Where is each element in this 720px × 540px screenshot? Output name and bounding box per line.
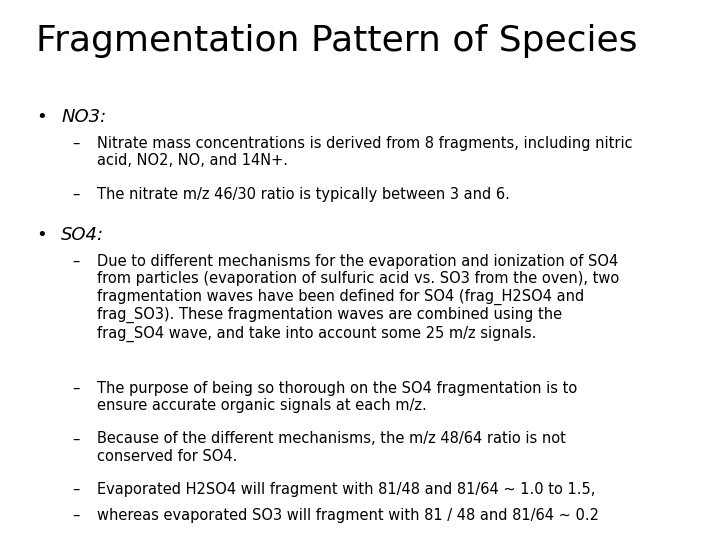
Text: •: • [36,226,47,244]
Text: –: – [72,431,79,447]
Text: Because of the different mechanisms, the m/z 48/64 ratio is not
conserved for SO: Because of the different mechanisms, the… [97,431,566,464]
Text: Fragmentation Pattern of Species: Fragmentation Pattern of Species [36,24,637,58]
Text: –: – [72,482,79,497]
Text: –: – [72,254,79,269]
Text: Due to different mechanisms for the evaporation and ionization of SO4
from parti: Due to different mechanisms for the evap… [97,254,619,342]
Text: –: – [72,136,79,151]
Text: Evaporated H2SO4 will fragment with 81/48 and 81/64 ~ 1.0 to 1.5,: Evaporated H2SO4 will fragment with 81/4… [97,482,595,497]
Text: –: – [72,187,79,202]
Text: –: – [72,381,79,396]
Text: whereas evaporated SO3 will fragment with 81 / 48 and 81/64 ~ 0.2: whereas evaporated SO3 will fragment wit… [97,508,599,523]
Text: The nitrate m/z 46/30 ratio is typically between 3 and 6.: The nitrate m/z 46/30 ratio is typically… [97,187,510,202]
Text: •: • [36,108,47,126]
Text: The purpose of being so thorough on the SO4 fragmentation is to
ensure accurate : The purpose of being so thorough on the … [97,381,577,413]
Text: Nitrate mass concentrations is derived from 8 fragments, including nitric
acid, : Nitrate mass concentrations is derived f… [97,136,633,168]
Text: SO4:: SO4: [61,226,104,244]
Text: NO3:: NO3: [61,108,107,126]
Text: –: – [72,508,79,523]
